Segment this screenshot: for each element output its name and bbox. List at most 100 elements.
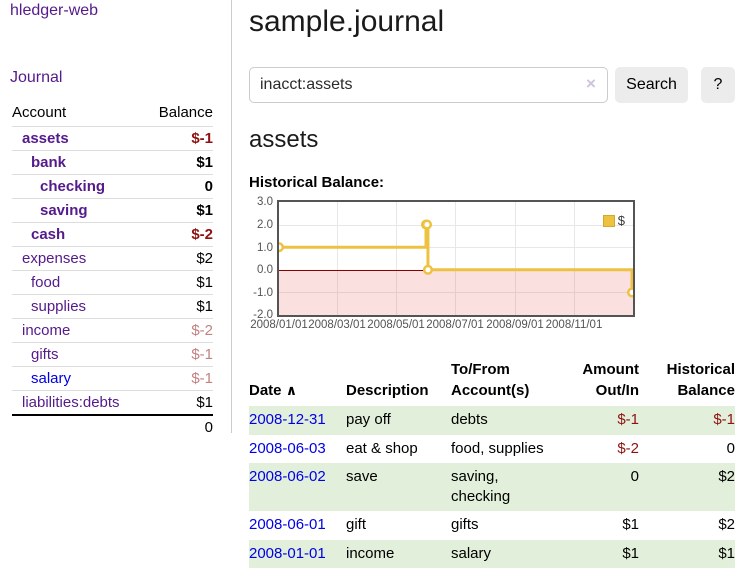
sidebar-item-journal[interactable]: Journal	[10, 69, 63, 86]
account-balance: $1	[196, 298, 213, 315]
accounts-total-row: 0	[12, 415, 213, 439]
register-description: pay off	[346, 411, 391, 429]
register-table: Date ∧ Description To/From Account(s) Am…	[249, 357, 735, 568]
register-balance: 0	[726, 439, 735, 457]
register-row: 2008-12-31 pay off debts $-1 $-1	[249, 406, 735, 435]
register-row: 2008-01-01 income salary $1 $1	[249, 539, 735, 568]
x-tick-label: 2008/07/01	[426, 319, 484, 332]
account-balance: $-2	[191, 226, 213, 243]
register-date-link[interactable]: 2008-12-31	[249, 411, 326, 429]
register-description: eat & shop	[346, 439, 418, 457]
sidebar: hledger-web Journal Account Balance asse…	[0, 0, 232, 436]
sidebar-account-link[interactable]: expenses	[22, 250, 87, 267]
x-tick-label: 2008/09/01	[486, 319, 544, 332]
account-row: liabilities:debts $1	[12, 390, 213, 416]
register-accounts: gifts	[451, 516, 479, 534]
chart-x-axis: 2008/01/01 2008/03/01 2008/05/01 2008/07/01…	[250, 319, 635, 335]
account-row: checking 0	[12, 174, 213, 199]
register-amount: 0	[630, 467, 639, 485]
y-tick-label: -2.0	[253, 309, 273, 322]
account-row: assets $-1	[12, 126, 213, 151]
historical-balance-chart: 3.0 2.0 1.0 0.0 -1.0 -2.0 $ 2008/01/01 2008/03…	[250, 196, 635, 335]
x-tick-label: 2008/03/01	[308, 319, 366, 332]
register-date-link[interactable]: 2008-01-01	[249, 544, 326, 562]
account-balance: $-1	[191, 346, 213, 363]
register-description: save	[346, 467, 378, 485]
x-tick-label: 2008/05/01	[367, 319, 425, 332]
accounts-total-value: 0	[204, 419, 213, 436]
account-balance: $-2	[191, 322, 213, 339]
register-row: 2008-06-02 save saving, checking 0 $2	[249, 462, 735, 512]
sidebar-account-link[interactable]: bank	[31, 154, 67, 171]
register-header-date[interactable]: Date ∧	[249, 382, 298, 400]
sidebar-account-link[interactable]: saving	[40, 202, 88, 219]
search-button[interactable]: Search	[615, 67, 688, 103]
account-heading: assets	[249, 126, 319, 153]
account-row: cash $-2	[12, 222, 213, 247]
chart-plot: $	[277, 200, 635, 318]
sidebar-account-link[interactable]: supplies	[31, 298, 87, 315]
sidebar-account-link[interactable]: checking	[40, 178, 106, 195]
account-row: income $-2	[12, 318, 213, 343]
main-content: sample.journal × Search ? assets Histori…	[249, 0, 735, 568]
register-amount: $-1	[617, 411, 639, 429]
register-header-amount: Amount Out/In	[582, 361, 639, 400]
app-title-link[interactable]: hledger-web	[10, 2, 99, 19]
sidebar-account-link[interactable]: gifts	[31, 346, 59, 363]
account-row: bank $1	[12, 150, 213, 175]
account-row: expenses $2	[12, 246, 213, 271]
y-tick-label: 1.0	[257, 241, 273, 254]
sidebar-account-link[interactable]: assets	[22, 130, 69, 147]
register-balance: $-1	[713, 411, 735, 429]
account-balance: $1	[196, 274, 213, 291]
y-tick-label: 3.0	[257, 196, 273, 209]
account-row: supplies $1	[12, 294, 213, 319]
sort-ascending-icon: ∧	[285, 382, 298, 399]
register-date-link[interactable]: 2008-06-01	[249, 516, 326, 534]
accounts-header-account: Account	[12, 104, 67, 121]
register-balance: $2	[718, 516, 735, 534]
y-tick-label: 2.0	[257, 218, 273, 231]
chart-legend: $	[602, 213, 625, 229]
register-amount: $-2	[617, 439, 639, 457]
chart-title: Historical Balance:	[249, 174, 385, 192]
account-row: food $1	[12, 270, 213, 295]
clear-search-icon[interactable]: ×	[586, 74, 596, 93]
register-accounts: food, supplies	[451, 439, 544, 457]
accounts-table: Account Balance assets $-1 bank $1 checking 0…	[12, 101, 213, 439]
register-amount: $1	[622, 544, 639, 562]
register-accounts: debts	[451, 411, 488, 429]
register-date-link[interactable]: 2008-06-02	[249, 467, 326, 485]
register-accounts: salary	[451, 544, 492, 562]
search-input[interactable]	[249, 67, 608, 103]
sidebar-account-link[interactable]: food	[31, 274, 61, 291]
sidebar-account-link[interactable]: cash	[31, 226, 66, 243]
register-accounts: saving, checking	[451, 467, 511, 506]
sidebar-account-link[interactable]: salary	[31, 370, 72, 387]
register-header-row: Date ∧ Description To/From Account(s) Am…	[249, 357, 735, 406]
sidebar-account-link[interactable]: liabilities:debts	[22, 394, 120, 411]
register-amount: $1	[622, 516, 639, 534]
account-balance: 0	[204, 178, 213, 195]
register-header-balance: Historical Balance	[666, 361, 735, 400]
help-button[interactable]: ?	[701, 67, 735, 103]
register-header-accounts: To/From Account(s)	[451, 361, 530, 400]
legend-swatch	[602, 214, 615, 227]
search-form: × Search ?	[249, 67, 735, 103]
register-description: gift	[346, 516, 367, 534]
accounts-header-balance: Balance	[158, 104, 213, 121]
y-tick-label: 0.0	[257, 264, 273, 277]
register-row: 2008-06-01 gift gifts $1 $2	[249, 511, 735, 539]
account-balance: $-1	[191, 370, 213, 387]
sidebar-account-link[interactable]: income	[22, 322, 71, 339]
register-balance: $2	[718, 467, 735, 485]
account-balance: $2	[196, 250, 213, 267]
legend-label: $	[617, 213, 625, 229]
account-balance: $1	[196, 394, 213, 411]
y-tick-label: -1.0	[253, 286, 273, 299]
register-balance: $1	[718, 544, 735, 562]
account-balance: $1	[196, 154, 213, 171]
register-description: income	[346, 544, 395, 562]
register-date-link[interactable]: 2008-06-03	[249, 439, 326, 457]
x-tick-label: 2008/01/01	[250, 319, 308, 332]
